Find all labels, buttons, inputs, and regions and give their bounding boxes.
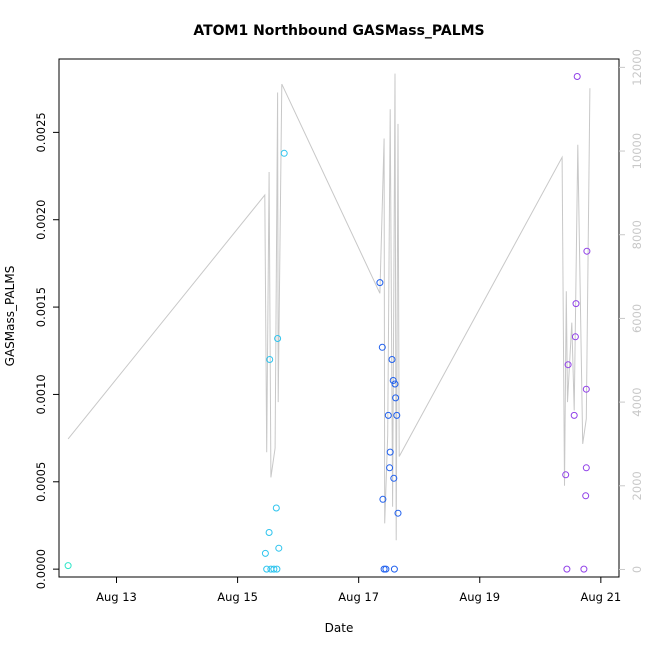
data-point	[261, 549, 269, 557]
data-point	[263, 565, 271, 573]
data-point	[273, 565, 281, 573]
data-point	[379, 495, 387, 503]
data-point	[64, 562, 72, 570]
data-point	[384, 411, 392, 419]
data-point	[392, 394, 400, 402]
data-point	[394, 509, 402, 517]
y-tick-label: 0.0000	[34, 549, 48, 589]
data-point	[573, 73, 581, 80]
x-tick-label: Aug 17	[338, 590, 379, 604]
data-point	[280, 149, 288, 157]
secondary-line-layer	[67, 73, 591, 541]
plot-frame	[58, 58, 620, 578]
secondary-series-line	[67, 73, 591, 541]
data-point	[391, 380, 399, 388]
data-point	[275, 544, 283, 552]
y-right-tick-label: 8000	[630, 220, 644, 249]
data-point	[563, 565, 571, 573]
x-tick-label: Aug 21	[580, 590, 621, 604]
y-tick-label: 0.0010	[34, 374, 48, 414]
data-point	[376, 279, 384, 287]
data-point	[582, 464, 590, 472]
data-point	[583, 247, 591, 255]
data-point	[266, 356, 274, 363]
chart-title: ATOM1 Northbound GASMass_PALMS	[193, 23, 484, 39]
y-axis-label: GASMass_PALMS	[3, 266, 17, 367]
data-point	[270, 565, 278, 573]
data-point	[571, 333, 579, 341]
y-tick-label: 0.0005	[34, 462, 48, 502]
y-right-tick-label: 0	[630, 566, 644, 573]
data-point	[582, 385, 590, 393]
data-point	[570, 411, 578, 419]
data-point	[580, 565, 588, 573]
y-right-tick-label: 4000	[630, 387, 644, 416]
data-point	[386, 448, 394, 456]
data-point	[564, 361, 572, 369]
data-point	[388, 356, 396, 363]
data-point	[572, 300, 580, 308]
x-tick-label: Aug 19	[459, 590, 500, 604]
data-point	[382, 565, 390, 573]
data-point	[378, 343, 386, 351]
data-point	[562, 471, 570, 479]
y-right-tick-label: 10000	[630, 133, 644, 170]
data-point	[390, 565, 398, 573]
x-tick-label: Aug 15	[217, 590, 258, 604]
data-point	[393, 411, 401, 419]
data-point	[390, 474, 398, 482]
data-point	[386, 464, 394, 472]
data-point	[272, 504, 280, 512]
y-tick-label: 0.0025	[34, 112, 48, 152]
data-point	[265, 529, 273, 536]
points-layer	[64, 73, 591, 573]
y-tick-label: 0.0015	[34, 287, 48, 327]
axes-layer: Aug 13 Aug 15 Aug 17 Aug 19 Aug 21 0.0000 0.00…	[34, 49, 644, 604]
y-right-tick-label: 2000	[630, 471, 644, 500]
y-right-tick-label: 6000	[630, 304, 644, 333]
data-point	[274, 335, 282, 342]
data-point	[389, 377, 397, 384]
x-tick-label: Aug 13	[96, 590, 137, 604]
y-tick-label: 0.0020	[34, 200, 48, 240]
x-axis-label: Date	[325, 621, 354, 635]
y-right-tick-label: 12000	[630, 49, 644, 86]
data-point	[582, 492, 590, 500]
